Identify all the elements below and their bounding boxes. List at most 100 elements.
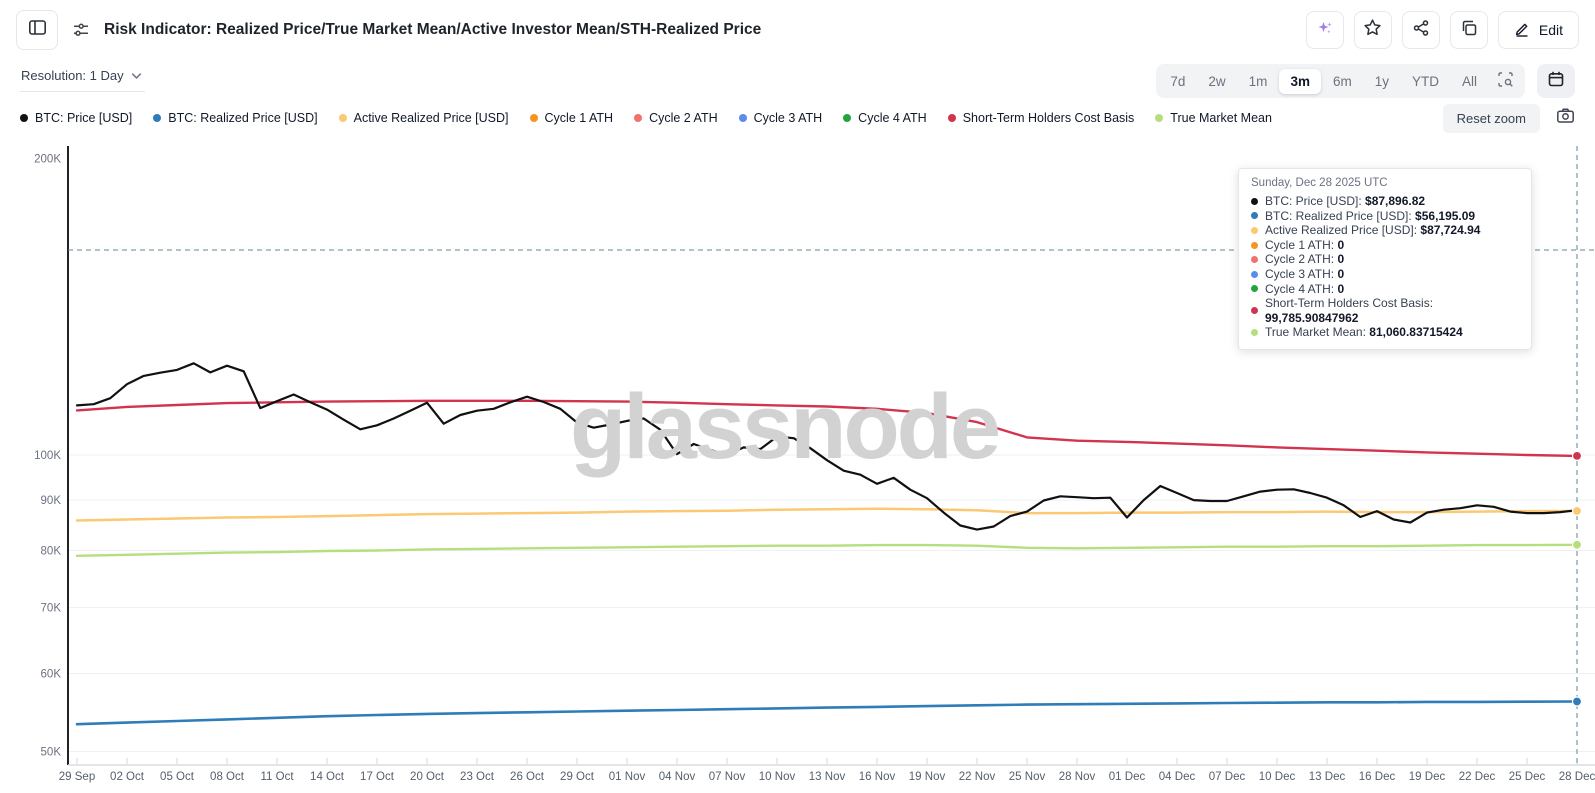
x-axis-label: 20 Oct	[410, 771, 445, 783]
legend-dot	[20, 114, 28, 122]
chevron-down-icon	[131, 68, 142, 83]
calendar-icon	[1547, 70, 1565, 93]
tooltip-dot	[1251, 270, 1258, 278]
pencil-icon	[1514, 21, 1530, 40]
y-axis-label: 70K	[41, 603, 62, 615]
range-button-1y[interactable]: 1y	[1374, 73, 1389, 89]
tooltip-date: Sunday, Dec 28 2025 UTC	[1251, 177, 1388, 189]
edit-button-label: Edit	[1538, 22, 1563, 38]
ai-assist-button[interactable]	[1305, 11, 1344, 49]
legend-dot	[153, 114, 162, 122]
legend-item[interactable]: Cycle 3 ATH	[738, 111, 822, 125]
x-axis-label: 04 Dec	[1159, 771, 1196, 783]
x-axis-label: 13 Nov	[809, 771, 846, 783]
legend-item[interactable]: Short-Term Holders Cost Basis	[947, 111, 1134, 125]
series-line	[75, 700, 1579, 726]
legend: BTC: Price [USD] BTC: Realized Price [USD…	[20, 111, 1272, 125]
tooltip-dot	[1251, 307, 1258, 315]
legend-item[interactable]: BTC: Price [USD]	[20, 111, 132, 125]
y-axis-label: 200K	[34, 154, 61, 166]
range-button-all[interactable]: All	[1461, 73, 1477, 89]
x-axis-label: 29 Oct	[560, 771, 595, 783]
x-axis-label: 19 Nov	[909, 771, 946, 783]
legend-dot	[634, 114, 643, 122]
range-button-3m[interactable]: 3m	[1279, 68, 1321, 94]
range-button-ytd[interactable]: YTD	[1411, 73, 1439, 89]
header-actions: Edit	[1305, 11, 1579, 49]
x-axis-label: 28 Dec	[1559, 771, 1595, 783]
legend-right-controls: Reset zoom	[1442, 103, 1575, 133]
legend-item[interactable]: Active Realized Price [USD]	[338, 111, 509, 125]
tooltip-row: Cycle 3 ATH: 0	[1251, 267, 1519, 282]
chart-area: 200K 100K 90K 80K 70K 60K 50K 29 Sep 02 Oct 05 Oc…	[0, 138, 1595, 793]
range-button-1m[interactable]: 1m	[1248, 73, 1268, 89]
favorite-button[interactable]	[1353, 11, 1392, 49]
x-axis-label: 25 Dec	[1509, 771, 1546, 783]
tooltip-dot	[1251, 212, 1258, 220]
x-axis-label: 07 Nov	[709, 771, 746, 783]
x-axis-label: 04 Nov	[659, 771, 696, 783]
tooltip-dot	[1251, 241, 1258, 249]
x-axis-label: 16 Nov	[859, 771, 896, 783]
series-end-marker	[1571, 696, 1583, 707]
zoom-select-button[interactable]	[1489, 67, 1522, 95]
copy-button[interactable]	[1449, 11, 1488, 49]
legend-item[interactable]: Cycle 1 ATH	[529, 111, 614, 125]
toolbar: Resolution: 1 Day 7d 2w 1m 3m 6m 1y YTD All	[0, 60, 1595, 98]
range-button-7d[interactable]: 7d	[1170, 73, 1186, 89]
legend-dot	[529, 114, 538, 122]
resolution-label: Resolution: 1 Day	[21, 68, 124, 83]
y-axis-label: 90K	[41, 495, 62, 507]
x-axis-label: 29 Sep	[59, 771, 95, 783]
x-axis-label: 08 Oct	[210, 771, 245, 783]
camera-icon[interactable]	[1556, 107, 1575, 129]
legend-dot	[338, 114, 347, 122]
legend-label: Cycle 4 ATH	[858, 111, 927, 125]
x-axis-label: 28 Nov	[1059, 771, 1096, 783]
x-axis-label: 01 Nov	[609, 771, 646, 783]
legend-item[interactable]: True Market Mean	[1155, 111, 1272, 125]
series-line	[75, 399, 1579, 458]
reset-zoom-button[interactable]: Reset zoom	[1442, 103, 1540, 133]
x-axis-label: 13 Dec	[1309, 771, 1346, 783]
share-icon	[1412, 19, 1430, 42]
x-axis-label: 05 Oct	[160, 771, 195, 783]
range-button-6m[interactable]: 6m	[1332, 73, 1352, 89]
legend-label: BTC: Realized Price [USD]	[168, 111, 318, 125]
tooltip-dot	[1251, 329, 1258, 337]
chart-plot[interactable]: 200K 100K 90K 80K 70K 60K 50K 29 Sep 02 Oct 05 Oc…	[0, 138, 1595, 793]
legend-item[interactable]: BTC: Realized Price [USD]	[153, 111, 318, 125]
x-axis-label: 02 Oct	[110, 771, 145, 783]
range-selector: 7d 2w 1m 3m 6m 1y YTD All	[1156, 64, 1525, 98]
x-axis-label: 10 Nov	[759, 771, 796, 783]
share-button[interactable]	[1401, 11, 1440, 49]
edit-button[interactable]: Edit	[1497, 11, 1579, 49]
sparkles-icon	[1316, 19, 1334, 42]
chart-tooltip: Sunday, Dec 28 2025 UTC BTC: Price [USD]…	[1238, 168, 1532, 350]
x-axis-label: 25 Nov	[1009, 771, 1046, 783]
calendar-button[interactable]	[1537, 64, 1575, 98]
legend-dot	[947, 114, 956, 122]
tooltip-row: BTC: Price [USD]: $87,896.82	[1251, 194, 1519, 209]
legend-label: Cycle 1 ATH	[544, 111, 614, 125]
legend-item[interactable]: Cycle 2 ATH	[634, 111, 718, 125]
x-axis-label: 07 Dec	[1209, 771, 1246, 783]
x-axis-label: 22 Dec	[1459, 771, 1496, 783]
series-line	[75, 543, 1579, 557]
x-axis-label: 14 Oct	[310, 771, 345, 783]
chart-settings-icon[interactable]	[72, 21, 90, 39]
legend-item[interactable]: Cycle 4 ATH	[843, 111, 927, 125]
x-axis-label: 01 Dec	[1109, 771, 1146, 783]
range-button-2w[interactable]: 2w	[1208, 73, 1226, 89]
sidebar-toggle-button[interactable]	[16, 10, 58, 50]
x-axis-label: 26 Oct	[510, 771, 545, 783]
x-axis-label: 16 Dec	[1359, 771, 1396, 783]
tooltip-dot	[1251, 285, 1258, 293]
tooltip-row: Active Realized Price [USD]: $87,724.94	[1251, 223, 1519, 238]
series-line	[75, 362, 1579, 531]
tooltip-dot	[1251, 226, 1258, 234]
resolution-dropdown[interactable]: Resolution: 1 Day	[20, 64, 145, 92]
series-end-marker	[1571, 505, 1583, 517]
x-axis-label: 22 Nov	[959, 771, 996, 783]
x-axis-label: 11 Oct	[260, 771, 294, 783]
